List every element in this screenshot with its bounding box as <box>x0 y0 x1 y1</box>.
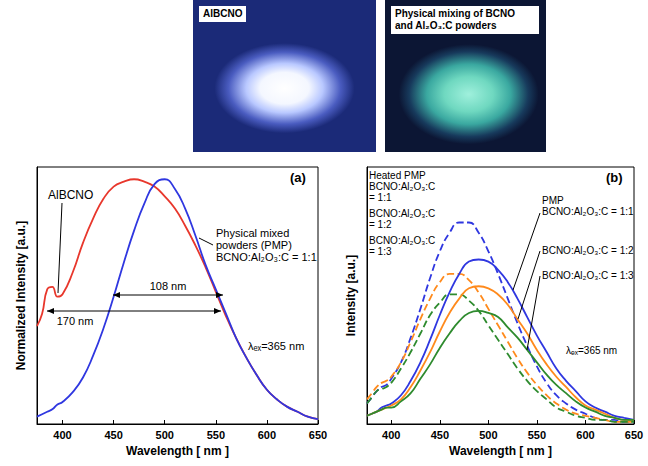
svg-text:Wavelength [ nm ]: Wavelength [ nm ] <box>126 444 229 458</box>
svg-text:BCNO:Al₂O₃:C: BCNO:Al₂O₃:C <box>369 208 435 219</box>
svg-text:= 1:3: = 1:3 <box>369 246 392 257</box>
svg-text:650: 650 <box>309 429 327 441</box>
svg-text:550: 550 <box>528 429 546 441</box>
svg-text:500: 500 <box>479 429 497 441</box>
svg-text:400: 400 <box>53 429 71 441</box>
svg-text:400: 400 <box>382 429 400 441</box>
svg-text:Heated PMP: Heated PMP <box>369 170 426 181</box>
svg-text:λₑₓ=365 nm: λₑₓ=365 nm <box>566 345 617 356</box>
svg-text:Normalized Intensity [a.u.]: Normalized Intensity [a.u.] <box>14 221 28 370</box>
svg-text:= 1:1: = 1:1 <box>369 192 392 203</box>
svg-text:Wavelength [ nm ]: Wavelength [ nm ] <box>449 444 552 458</box>
svg-text:500: 500 <box>156 429 174 441</box>
svg-text:powders (PMP): powders (PMP) <box>216 239 292 251</box>
svg-text:BCNO:Al₂O₃:C = 1:1: BCNO:Al₂O₃:C = 1:1 <box>542 206 634 217</box>
svg-text:BCNO:Al₂O₃:C = 1:2: BCNO:Al₂O₃:C = 1:2 <box>542 245 634 256</box>
svg-text:λₑₓ=365 nm: λₑₓ=365 nm <box>248 340 304 352</box>
svg-text:(b): (b) <box>606 170 623 185</box>
svg-text:= 1:2: = 1:2 <box>369 219 392 230</box>
html-text:Physical mixing of BCNO and Al: Physical mixing of BCNO and Al₂O₃:C powd… <box>395 8 515 31</box>
svg-text:(a): (a) <box>290 170 306 185</box>
html-text:AlBCNO: AlBCNO <box>203 8 243 19</box>
svg-text:450: 450 <box>104 429 122 441</box>
svg-text:108 nm: 108 nm <box>150 280 187 292</box>
svg-text:Physical mixed: Physical mixed <box>216 227 289 239</box>
svg-text:PMP: PMP <box>542 195 564 206</box>
svg-text:170 nm: 170 nm <box>57 315 94 327</box>
svg-text:650: 650 <box>625 429 643 441</box>
svg-text:550: 550 <box>207 429 225 441</box>
svg-text:Intensity [a.u.]: Intensity [a.u.] <box>344 255 358 336</box>
svg-text:BCNO:Al₂O₃:C = 1:3: BCNO:Al₂O₃:C = 1:3 <box>542 270 634 281</box>
svg-text:AlBCNO: AlBCNO <box>48 188 93 202</box>
svg-text:450: 450 <box>431 429 449 441</box>
svg-text:BCNO:Al₂O₃:C: BCNO:Al₂O₃:C <box>369 181 435 192</box>
svg-text:BCNO:Al₂O₃:C: BCNO:Al₂O₃:C <box>369 235 435 246</box>
svg-text:600: 600 <box>576 429 594 441</box>
svg-text:600: 600 <box>258 429 276 441</box>
svg-text:BCNO:Al₂O₃:C = 1:1: BCNO:Al₂O₃:C = 1:1 <box>216 251 317 263</box>
